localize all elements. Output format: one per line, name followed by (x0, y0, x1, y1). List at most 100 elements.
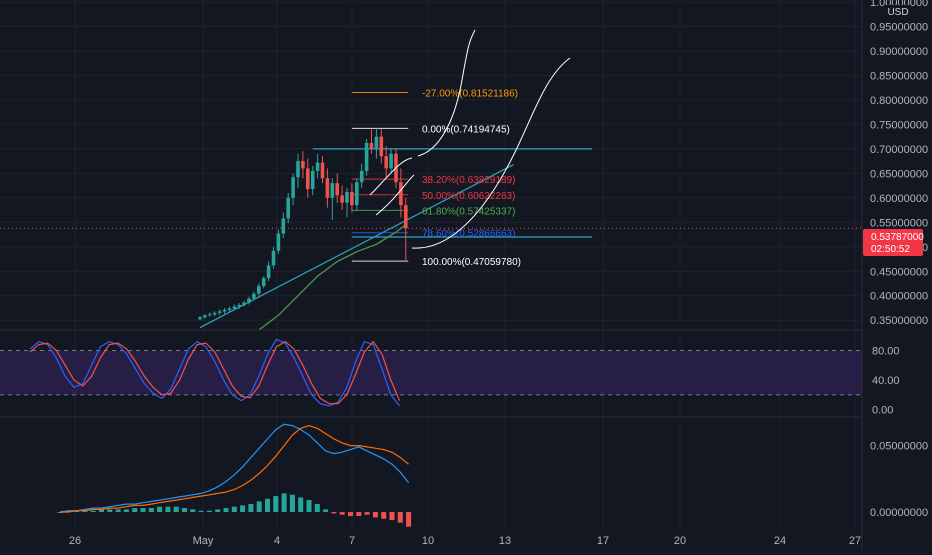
candle[interactable] (257, 285, 261, 294)
candle[interactable] (340, 195, 344, 203)
macd-histogram-bar (82, 510, 88, 513)
candle[interactable] (212, 312, 217, 315)
candle[interactable] (276, 233, 281, 251)
macd-histogram-bar (306, 500, 312, 513)
macd-histogram-bar (90, 510, 96, 513)
macd-histogram-bar (198, 510, 204, 513)
candle[interactable] (325, 178, 330, 198)
candle[interactable] (281, 218, 286, 234)
macd-histogram-bar (314, 504, 320, 513)
time-tick-label: 20 (674, 535, 686, 547)
macd-histogram-bar (364, 512, 370, 515)
projection-curve[interactable] (369, 157, 415, 216)
macd-histogram-bar (123, 509, 129, 513)
candle[interactable] (252, 293, 256, 299)
candle[interactable] (247, 298, 251, 303)
price-tick-label: 0.65000000 (870, 168, 928, 180)
countdown-text: 02:50:52 (871, 244, 910, 255)
candle[interactable] (237, 305, 241, 307)
price-pane[interactable]: -27.00%(0.81521186) 0.00%(0.74194745) 38.2… (0, 29, 862, 331)
candle[interactable] (374, 136, 379, 149)
price-tick-label: 0.40000000 (870, 291, 928, 303)
macd-histogram-bar (165, 506, 171, 513)
macd-histogram-bar (115, 509, 121, 513)
candle[interactable] (359, 170, 364, 183)
price-tick-label: 0.45000000 (870, 266, 928, 278)
last-price-text: 0.53787000 (871, 232, 924, 243)
macd-histogram-bar (356, 512, 362, 517)
candle[interactable] (345, 191, 349, 203)
candle[interactable] (364, 142, 369, 171)
candle[interactable] (271, 250, 276, 266)
price-tick-label: 0.55000000 (870, 217, 928, 229)
candle[interactable] (296, 161, 300, 178)
projection-curve[interactable] (411, 57, 571, 249)
macd-histogram-bar (173, 506, 179, 513)
candle[interactable] (261, 278, 266, 286)
macd-histogram-bar (331, 512, 337, 514)
candle[interactable] (379, 136, 384, 157)
stoch-axis[interactable]: 80.00 40.00 0.00 (872, 345, 900, 416)
time-tick-label: 7 (349, 535, 355, 547)
candle[interactable] (217, 311, 222, 313)
candle[interactable] (198, 317, 202, 320)
candle[interactable] (291, 177, 295, 198)
macd-line (60, 424, 409, 513)
candle[interactable] (399, 182, 403, 206)
price-tick-label: 0.85000000 (870, 70, 928, 82)
time-tick-label: May (193, 535, 214, 547)
trendline[interactable] (199, 163, 514, 329)
candle[interactable] (232, 306, 237, 309)
candle[interactable] (208, 314, 212, 316)
candle[interactable] (369, 142, 374, 149)
candle[interactable] (350, 191, 354, 206)
fib-level-label: 0.00%(0.74194745) (422, 124, 510, 135)
candle[interactable] (301, 161, 305, 169)
macd-histogram-bar (107, 509, 113, 513)
time-tick-label: 27 (849, 535, 861, 547)
macd-histogram-bar (289, 494, 295, 513)
price-tick-label: 0.90000000 (870, 46, 928, 58)
macd-pane[interactable] (57, 423, 412, 527)
candle[interactable] (266, 265, 271, 279)
candle[interactable] (315, 162, 320, 171)
stoch-tick-label: 0.00 (872, 405, 893, 417)
macd-tick-label: 0.00000000 (870, 507, 928, 519)
candle[interactable] (222, 309, 227, 312)
stoch-rsi-pane[interactable] (0, 338, 862, 407)
candle[interactable] (203, 315, 207, 318)
candle[interactable] (355, 182, 359, 206)
macd-histogram-bar (223, 508, 229, 513)
currency-text: USD (887, 7, 908, 18)
candle[interactable] (242, 302, 246, 306)
price-tick-label: 0.95000000 (870, 21, 928, 33)
price-tick-label: 0.75000000 (870, 119, 928, 131)
macd-histogram-bar (406, 512, 412, 527)
macd-axis[interactable]: 0.05000000 0.00000000 (870, 441, 928, 519)
moving-average-line (258, 224, 407, 331)
time-axis[interactable]: 26 May 4 7 10 13 17 20 24 27 (69, 535, 861, 547)
candle[interactable] (335, 183, 339, 196)
candle[interactable] (306, 168, 310, 190)
candle[interactable] (404, 205, 408, 229)
macd-histogram-bar (389, 512, 395, 521)
overbought-band (0, 350, 862, 395)
candle[interactable] (389, 153, 393, 169)
candle[interactable] (286, 197, 290, 219)
macd-histogram-bar (348, 512, 353, 517)
currency-label[interactable]: USD (885, 5, 911, 19)
candle[interactable] (310, 170, 315, 190)
candle[interactable] (227, 308, 232, 310)
macd-histogram-bar (281, 493, 287, 513)
candle[interactable] (320, 162, 325, 179)
macd-histogram-bar (215, 509, 221, 513)
macd-histogram-bar (372, 512, 378, 518)
macd-histogram-bar (323, 509, 329, 513)
price-tick-label: 0.80000000 (870, 95, 928, 107)
projection-curve[interactable] (417, 29, 476, 157)
macd-histogram-bar (65, 510, 71, 513)
candle[interactable] (384, 156, 388, 169)
candle[interactable] (330, 183, 335, 198)
